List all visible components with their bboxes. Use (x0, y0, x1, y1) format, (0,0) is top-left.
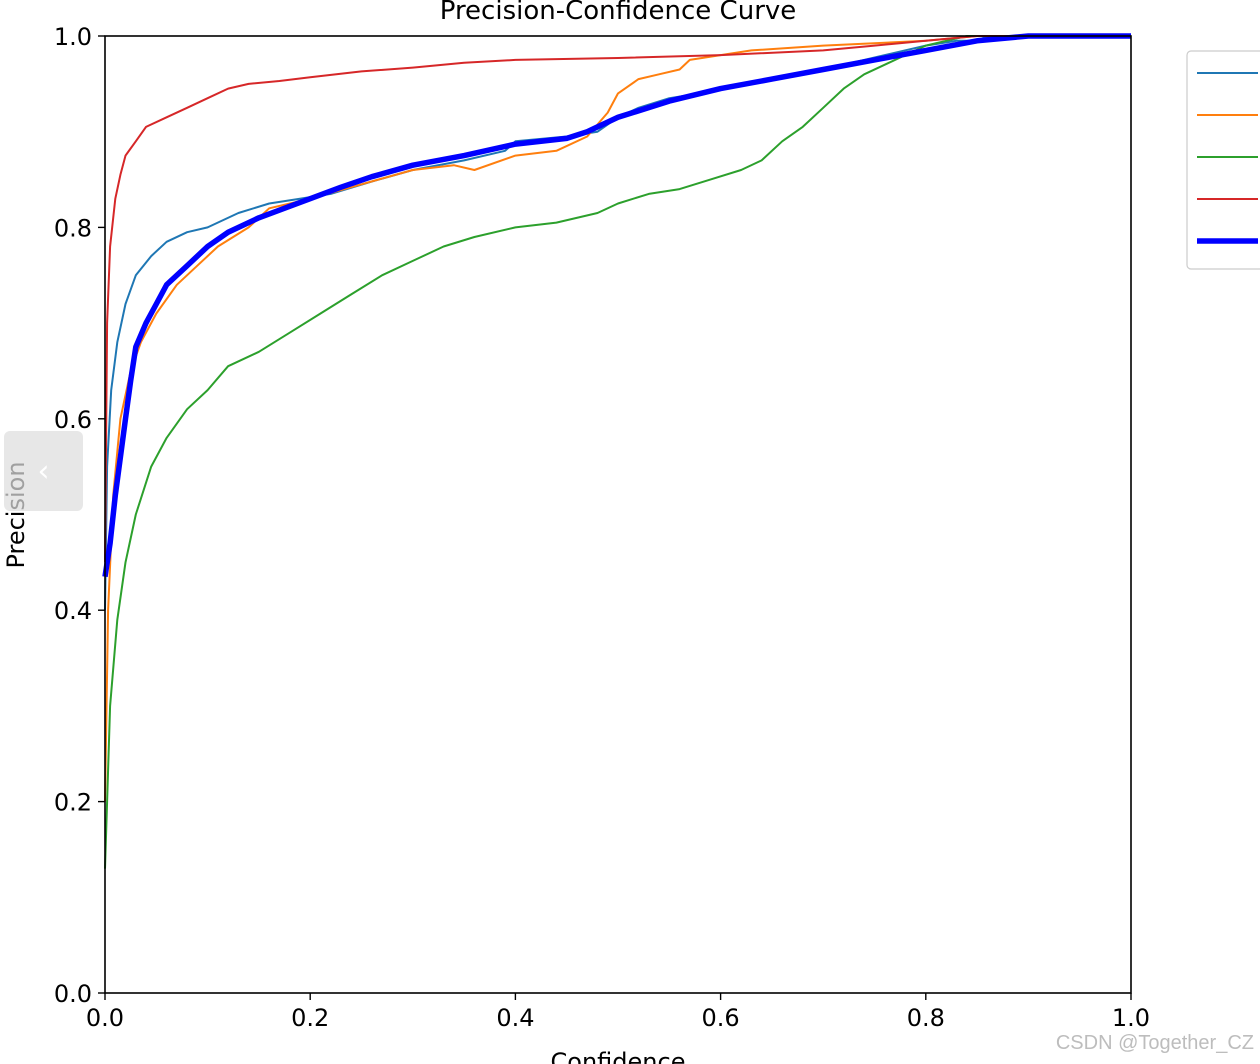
x-tick-label: 0.2 (291, 1004, 329, 1032)
x-tick-label: 1.0 (1112, 1004, 1150, 1032)
series-line-1 (104, 35, 1131, 611)
y-tick-label: 0.6 (54, 406, 92, 434)
y-tick-label: 0.0 (54, 980, 92, 1008)
curves-layer (102, 33, 1131, 869)
series-line-2 (104, 35, 1131, 802)
chart-title: Precision-Confidence Curve (440, 0, 797, 26)
x-tick-label: 0.8 (907, 1004, 945, 1032)
y-tick-label: 0.4 (54, 597, 92, 625)
series-line-3 (104, 35, 1131, 869)
watermark: CSDN @Together_CZ (1055, 1032, 1254, 1054)
legend (1186, 50, 1260, 270)
y-tick-label: 0.2 (54, 789, 92, 817)
series-line-5 (102, 33, 1131, 578)
legend-box (1186, 50, 1260, 270)
x-tick-label: 0.6 (702, 1004, 740, 1032)
series-line-4 (104, 35, 1131, 563)
x-tick-label: 0.0 (86, 1004, 124, 1032)
x-axis: 0.0 0.2 0.4 0.6 0.8 1.0 (86, 993, 1150, 1032)
x-tick-label: 0.4 (496, 1004, 534, 1032)
chevron-left-icon: ‹ (37, 453, 50, 489)
x-axis-label: Confidence (551, 1048, 686, 1064)
y-tick-label: 0.8 (54, 214, 92, 242)
previous-arrow-button[interactable]: ‹ (4, 431, 83, 511)
plot-frame (104, 35, 1132, 994)
y-axis: 0.0 0.2 0.4 0.6 0.8 1.0 (54, 23, 105, 1008)
y-tick-label: 1.0 (54, 23, 92, 51)
